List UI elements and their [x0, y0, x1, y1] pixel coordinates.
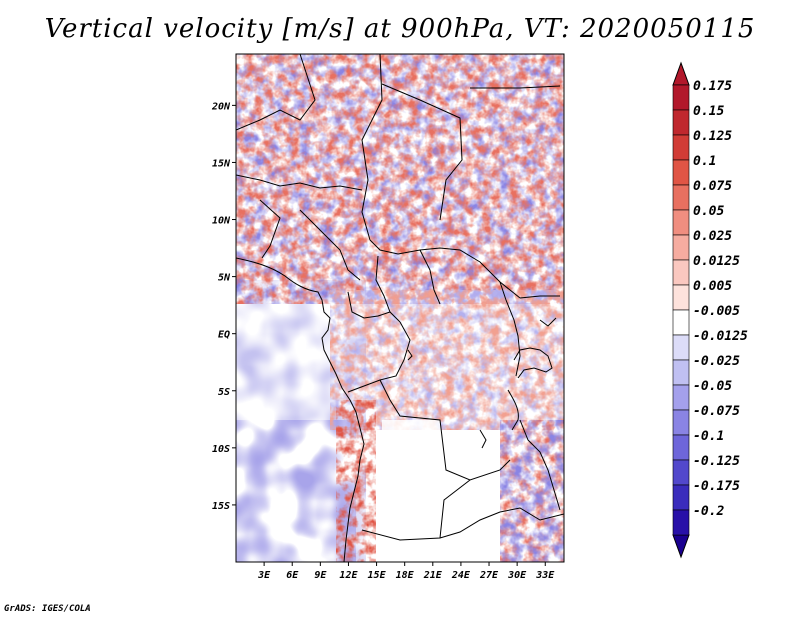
colorbar-label: -0.125 [693, 454, 740, 469]
colorbar: 0.175 0.15 0.125 0.1 0.075 0.05 0.025 0.0125 0.0… [672, 61, 748, 559]
colorbar-label: 0.1 [693, 154, 716, 169]
colorbar-top-arrow [672, 61, 690, 86]
lon-tick-label: 18E [396, 570, 415, 581]
lon-tick-label: 3E [257, 570, 271, 581]
lat-tick-label: 10N [212, 216, 231, 227]
colorbar-label: -0.005 [693, 304, 740, 319]
colorbar-swatch [672, 509, 690, 536]
colorbar-swatch [672, 84, 690, 111]
colorbar-swatch [672, 384, 690, 411]
lat-tick-label: 5S [218, 387, 230, 398]
lon-tick-label: 27E [479, 570, 499, 581]
colorbar-label: -0.025 [693, 354, 740, 369]
lon-tick-label: 21E [423, 570, 443, 581]
lon-tick-label: 15E [368, 570, 387, 581]
colorbar-label: 0.025 [693, 229, 732, 244]
velocity-field [236, 54, 564, 562]
lon-tick-label: 24E [451, 570, 471, 581]
colorbar-swatch [672, 484, 690, 511]
colorbar-label: -0.175 [693, 479, 740, 494]
lon-tick-label: 12E [339, 570, 358, 581]
colorbar-bottom-arrow [672, 534, 690, 559]
latitude-axis: 20N 15N 10N 5N EQ 5S 10S 15S [211, 101, 236, 512]
colorbar-swatch [672, 209, 690, 236]
colorbar-label: -0.05 [693, 379, 732, 394]
lat-tick-label: 10S [212, 444, 230, 455]
lat-tick-label: 15S [212, 501, 230, 512]
colorbar-label: 0.175 [693, 79, 732, 94]
country-borders [236, 54, 564, 562]
colorbar-label: 0.05 [693, 204, 724, 219]
lon-tick-label: 33E [535, 570, 555, 581]
lon-tick-label: 9E [314, 570, 327, 581]
lon-tick-label: 30E [507, 570, 527, 581]
colorbar-swatch [672, 309, 690, 336]
map-title: Vertical velocity [m/s] at 900hPa, VT: 2… [44, 14, 756, 44]
longitude-axis: 3E 6E 9E 12E 15E 18E 21E 24E 27E 30E 33E [257, 562, 555, 581]
colorbar-swatch [672, 109, 690, 136]
colorbar-label: 0.0125 [693, 254, 740, 269]
colorbar-label: 0.005 [693, 279, 732, 294]
colorbar-swatch [672, 159, 690, 186]
colorbar-label: -0.2 [693, 504, 724, 519]
colorbar-label: 0.125 [693, 129, 732, 144]
colorbar-swatch [672, 334, 690, 361]
grads-footer: GrADS: IGES/COLA [4, 604, 91, 614]
colorbar-swatch [672, 284, 690, 311]
colorbar-label: -0.0125 [693, 329, 748, 344]
map-frame [235, 53, 565, 563]
colorbar-swatch [672, 459, 690, 486]
colorbar-swatch [672, 434, 690, 461]
lat-tick-label: 20N [211, 101, 231, 112]
colorbar-label: -0.075 [693, 404, 740, 419]
colorbar-swatch [672, 234, 690, 261]
lat-tick-label: 15N [212, 158, 231, 169]
colorbar-swatch [672, 184, 690, 211]
colorbar-swatch [672, 359, 690, 386]
colorbar-swatch [672, 259, 690, 286]
lat-tick-label: EQ [218, 330, 230, 341]
colorbar-label: 0.15 [693, 104, 724, 119]
colorbar-swatch [672, 134, 690, 161]
colorbar-label: -0.1 [693, 429, 724, 444]
lat-tick-label: 5N [218, 273, 231, 284]
colorbar-swatch [672, 409, 690, 436]
lon-tick-label: 6E [286, 570, 299, 581]
colorbar-label: 0.075 [693, 179, 732, 194]
